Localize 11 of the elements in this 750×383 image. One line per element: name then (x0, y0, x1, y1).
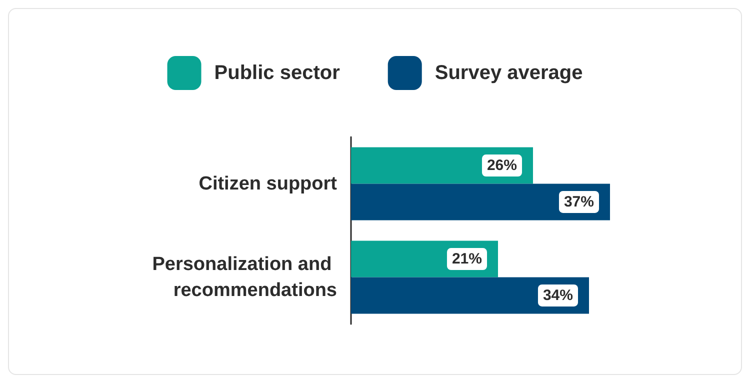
legend-label: Public sector (214, 62, 340, 84)
legend-label: Survey average (434, 62, 583, 84)
bar (351, 277, 589, 314)
data-label: 34% (542, 286, 573, 304)
y-tick-label: Personalization and recommendations (152, 254, 337, 301)
data-label: 26% (486, 157, 517, 174)
y-tick-label: Citizen support (198, 173, 338, 194)
data-label: 21% (452, 250, 482, 268)
bar (351, 184, 610, 220)
bar (351, 147, 533, 184)
data-label: 37% (564, 193, 594, 210)
